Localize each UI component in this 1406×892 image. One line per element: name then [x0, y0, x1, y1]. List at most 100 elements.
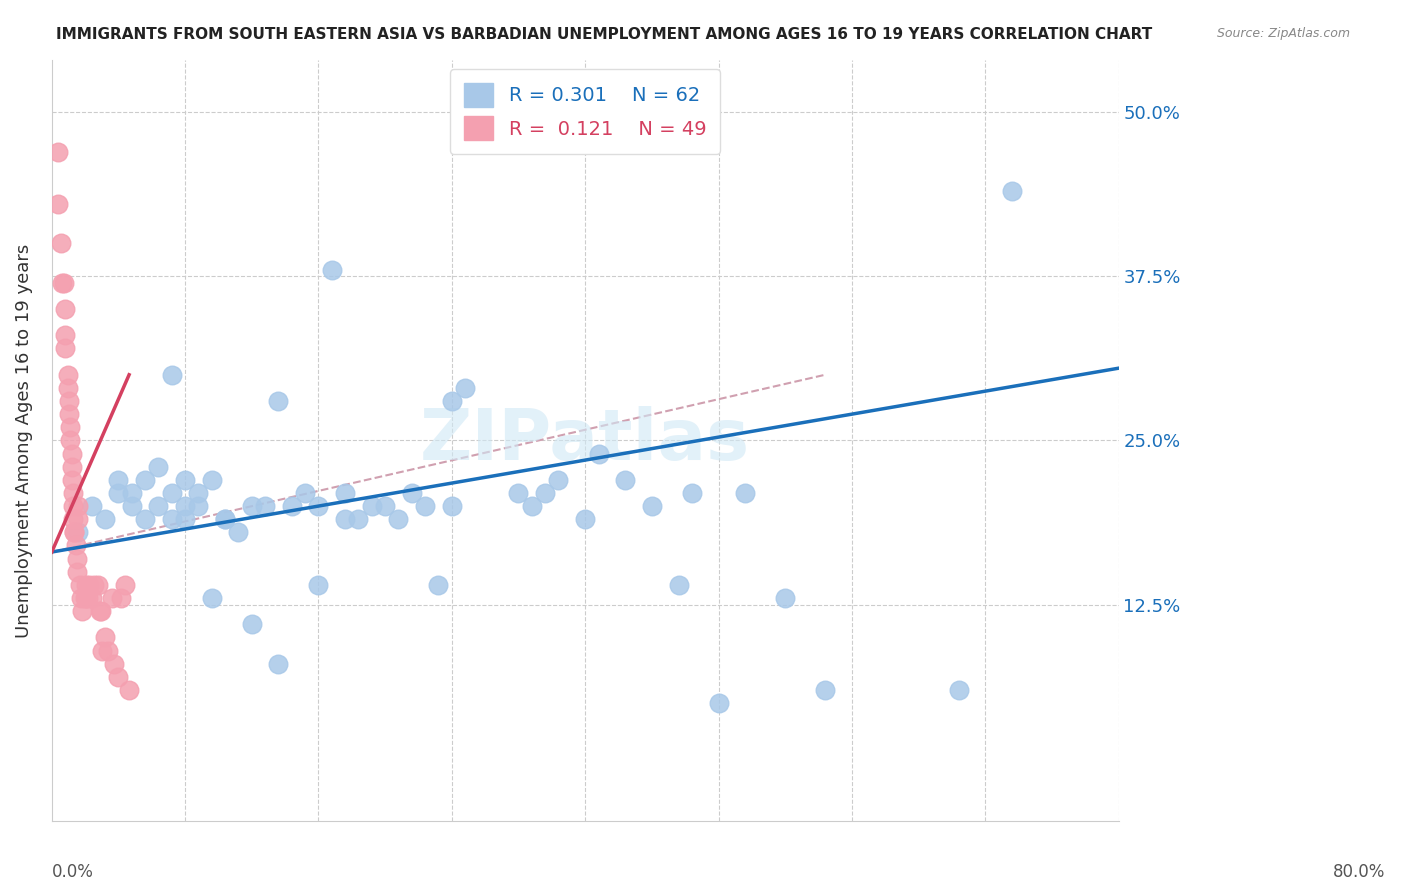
Text: 80.0%: 80.0% — [1333, 863, 1385, 881]
Point — [52, 276, 75, 290]
Point — [681, 486, 703, 500]
Point — [333, 486, 356, 500]
Point — [267, 394, 290, 409]
Point — [67, 499, 90, 513]
Y-axis label: Unemployment Among Ages 16 to 19 years: Unemployment Among Ages 16 to 19 years — [15, 244, 32, 638]
Point — [160, 512, 183, 526]
Point — [148, 499, 170, 513]
Point — [80, 499, 103, 513]
Point — [83, 578, 105, 592]
Point — [67, 525, 90, 540]
Point — [641, 499, 664, 513]
Point — [814, 682, 837, 697]
Point — [440, 499, 463, 513]
Point — [588, 446, 610, 460]
Point — [174, 499, 197, 513]
Point — [66, 551, 89, 566]
Point — [75, 578, 97, 592]
Point — [59, 420, 82, 434]
Point — [174, 473, 197, 487]
Point — [387, 512, 409, 526]
Point — [58, 394, 80, 409]
Point — [614, 473, 637, 487]
Point — [308, 578, 330, 592]
Point — [97, 643, 120, 657]
Legend: R = 0.301    N = 62, R =  0.121    N = 49: R = 0.301 N = 62, R = 0.121 N = 49 — [450, 70, 720, 153]
Point — [94, 631, 117, 645]
Point — [240, 499, 263, 513]
Point — [1001, 184, 1024, 198]
Point — [267, 657, 290, 671]
Point — [160, 486, 183, 500]
Point — [60, 459, 83, 474]
Point — [187, 486, 209, 500]
Point — [76, 591, 98, 605]
Point — [72, 604, 94, 618]
Point — [228, 525, 250, 540]
Point — [734, 486, 756, 500]
Point — [53, 328, 76, 343]
Point — [134, 512, 156, 526]
Point — [534, 486, 557, 500]
Point — [69, 578, 91, 592]
Point — [374, 499, 396, 513]
Point — [333, 512, 356, 526]
Point — [413, 499, 436, 513]
Point — [118, 682, 141, 697]
Point — [240, 617, 263, 632]
Point — [59, 434, 82, 448]
Point — [48, 197, 70, 211]
Point — [707, 696, 730, 710]
Point — [308, 499, 330, 513]
Point — [773, 591, 796, 605]
Point — [440, 394, 463, 409]
Point — [254, 499, 277, 513]
Point — [103, 657, 125, 671]
Text: 0.0%: 0.0% — [52, 863, 94, 881]
Point — [100, 591, 122, 605]
Point — [520, 499, 543, 513]
Point — [75, 591, 97, 605]
Point — [574, 512, 596, 526]
Point — [294, 486, 316, 500]
Point — [51, 276, 73, 290]
Point — [63, 525, 86, 540]
Point — [201, 473, 224, 487]
Point — [174, 512, 197, 526]
Point — [121, 486, 143, 500]
Point — [53, 342, 76, 356]
Point — [401, 486, 423, 500]
Point — [427, 578, 450, 592]
Point — [58, 407, 80, 421]
Point — [60, 473, 83, 487]
Point — [121, 499, 143, 513]
Point — [94, 512, 117, 526]
Point — [321, 262, 343, 277]
Point — [134, 473, 156, 487]
Point — [62, 486, 84, 500]
Text: IMMIGRANTS FROM SOUTH EASTERN ASIA VS BARBADIAN UNEMPLOYMENT AMONG AGES 16 TO 19: IMMIGRANTS FROM SOUTH EASTERN ASIA VS BA… — [56, 27, 1153, 42]
Point — [148, 459, 170, 474]
Point — [53, 302, 76, 317]
Point — [90, 604, 112, 618]
Point — [107, 670, 129, 684]
Point — [110, 591, 132, 605]
Point — [508, 486, 530, 500]
Point — [60, 446, 83, 460]
Point — [49, 236, 72, 251]
Point — [347, 512, 370, 526]
Point — [56, 368, 79, 382]
Point — [214, 512, 236, 526]
Point — [65, 539, 87, 553]
Point — [187, 499, 209, 513]
Point — [948, 682, 970, 697]
Point — [48, 145, 70, 159]
Point — [160, 368, 183, 382]
Point — [62, 499, 84, 513]
Point — [107, 473, 129, 487]
Text: ZIPatlas: ZIPatlas — [420, 406, 751, 475]
Point — [547, 473, 569, 487]
Point — [91, 643, 114, 657]
Point — [201, 591, 224, 605]
Point — [70, 591, 93, 605]
